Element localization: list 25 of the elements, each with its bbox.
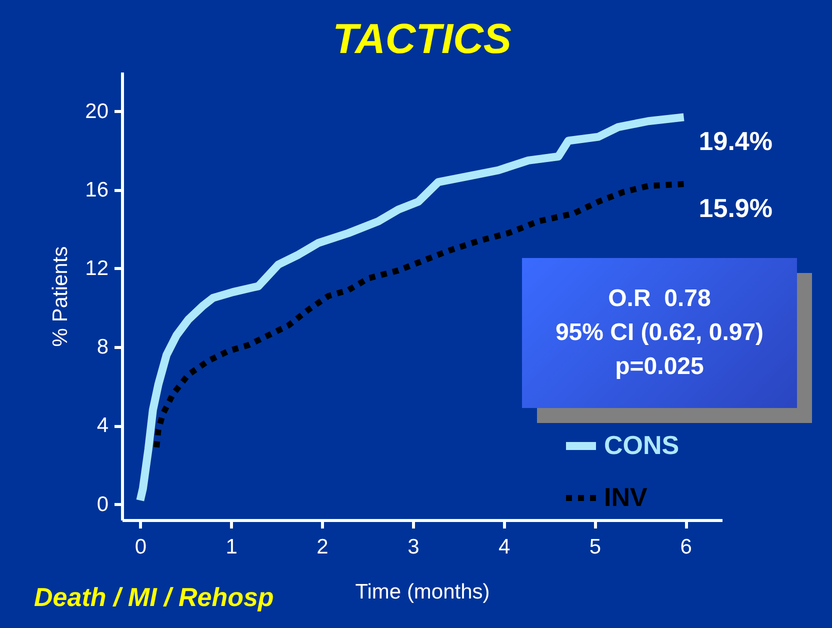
text-panel: O.R 0.78 95% CI (0.62, 0.97) p=0.025 xyxy=(522,258,797,408)
x-tick-label: 3 xyxy=(408,536,420,558)
chart-title: TACTICS xyxy=(332,15,512,62)
legend-label: INV xyxy=(604,482,648,512)
annotation: 95% CI (0.62, 0.97) xyxy=(554,318,765,348)
x-tick-label: 2 xyxy=(316,536,328,558)
x-tick-label: 6 xyxy=(680,536,692,558)
x-tick-label: 0 xyxy=(134,536,147,558)
annotation: p=0.025 xyxy=(614,352,705,382)
x-tick-label: 1 xyxy=(226,536,238,558)
annotation: 15.9% xyxy=(698,193,773,223)
x-tick-label: 5 xyxy=(589,536,602,558)
y-tick-label: 12 xyxy=(85,256,108,280)
x-axis-title: Time (months) xyxy=(355,580,490,604)
y-tick-label: 0 xyxy=(96,492,108,516)
y-axis-title: % Patients xyxy=(49,246,72,347)
y-tick-label: 16 xyxy=(85,178,108,202)
x-tick-label: 4 xyxy=(498,536,510,558)
y-tick-label: 8 xyxy=(96,336,108,359)
text: Death / MI / Rehosp xyxy=(34,582,274,613)
annotation: 19.4% xyxy=(698,126,773,156)
annotation: O.R 0.78 xyxy=(607,284,712,314)
y-tick-label: 20 xyxy=(85,100,108,123)
y-tick-label: 4 xyxy=(96,414,109,438)
legend-label: CONS xyxy=(604,430,680,460)
